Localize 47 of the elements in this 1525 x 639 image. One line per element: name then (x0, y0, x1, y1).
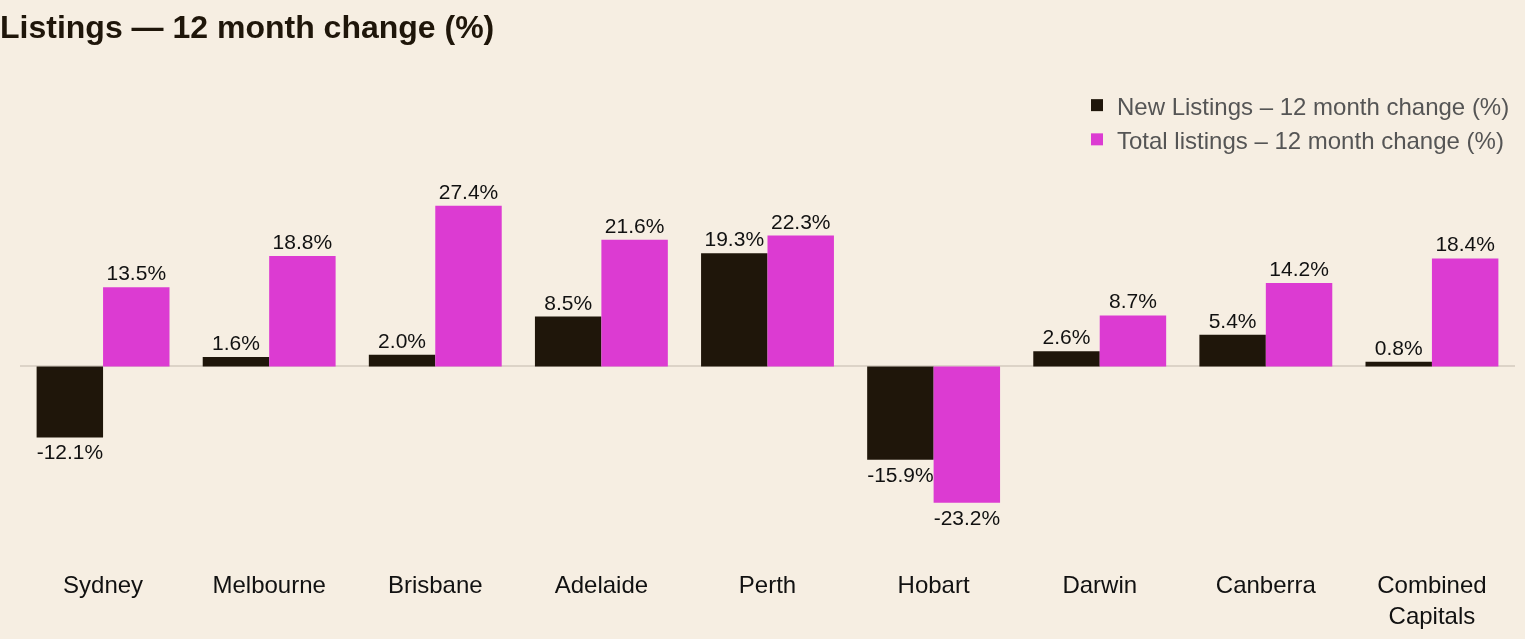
bar (534, 316, 602, 367)
data-label: 5.4% (1208, 308, 1257, 332)
x-tick-label: Adelaide (554, 571, 649, 598)
x-tick-label: Melbourne (212, 571, 326, 598)
bar (1431, 258, 1499, 367)
data-label: 21.6% (604, 213, 665, 237)
bar (601, 239, 668, 367)
data-label: 18.4% (1435, 232, 1495, 256)
x-tick-label: Perth (738, 571, 797, 598)
data-label: 18.8% (272, 230, 333, 254)
bar (1199, 334, 1266, 367)
data-label: 8.5% (544, 290, 593, 314)
x-tick-label: Combined Capitals (1377, 571, 1487, 630)
bar (1099, 315, 1167, 367)
bar (933, 366, 1001, 503)
data-label: 2.6% (1042, 325, 1091, 349)
bar (435, 205, 502, 367)
bar (368, 354, 436, 367)
data-label: -23.2% (933, 505, 1001, 529)
bar (36, 366, 104, 438)
data-label: 8.7% (1109, 289, 1157, 313)
legend-label: New Listings – 12 month change (%) (1117, 92, 1510, 120)
data-label: 22.3% (770, 209, 831, 233)
data-label: 2.0% (378, 328, 426, 352)
x-tick-label: Brisbane (387, 571, 483, 598)
x-tick-label: Canberra (1215, 571, 1317, 598)
data-label: 14.2% (1269, 257, 1329, 281)
bar (1033, 351, 1100, 367)
data-label: -15.9% (867, 462, 934, 486)
bar (202, 357, 270, 367)
data-label: 0.8% (1374, 335, 1423, 359)
x-tick-label: Darwin (1062, 571, 1138, 598)
bar (1265, 283, 1333, 367)
bar (767, 235, 834, 367)
legend-label: Total listings – 12 month change (%) (1117, 126, 1504, 154)
x-tick-label: Hobart (897, 571, 970, 598)
data-label: 1.6% (212, 331, 260, 355)
data-label: 27.4% (438, 179, 499, 203)
chart-title: Listings — 12 month change (%) (0, 9, 495, 46)
data-label: -12.1% (36, 440, 104, 464)
x-tick-label: Sydney (63, 571, 144, 598)
bar (701, 253, 768, 367)
bar (867, 366, 934, 460)
data-label: 19.3% (704, 227, 765, 251)
bar (269, 256, 336, 367)
bar (103, 287, 170, 367)
data-label: 13.5% (106, 261, 167, 285)
